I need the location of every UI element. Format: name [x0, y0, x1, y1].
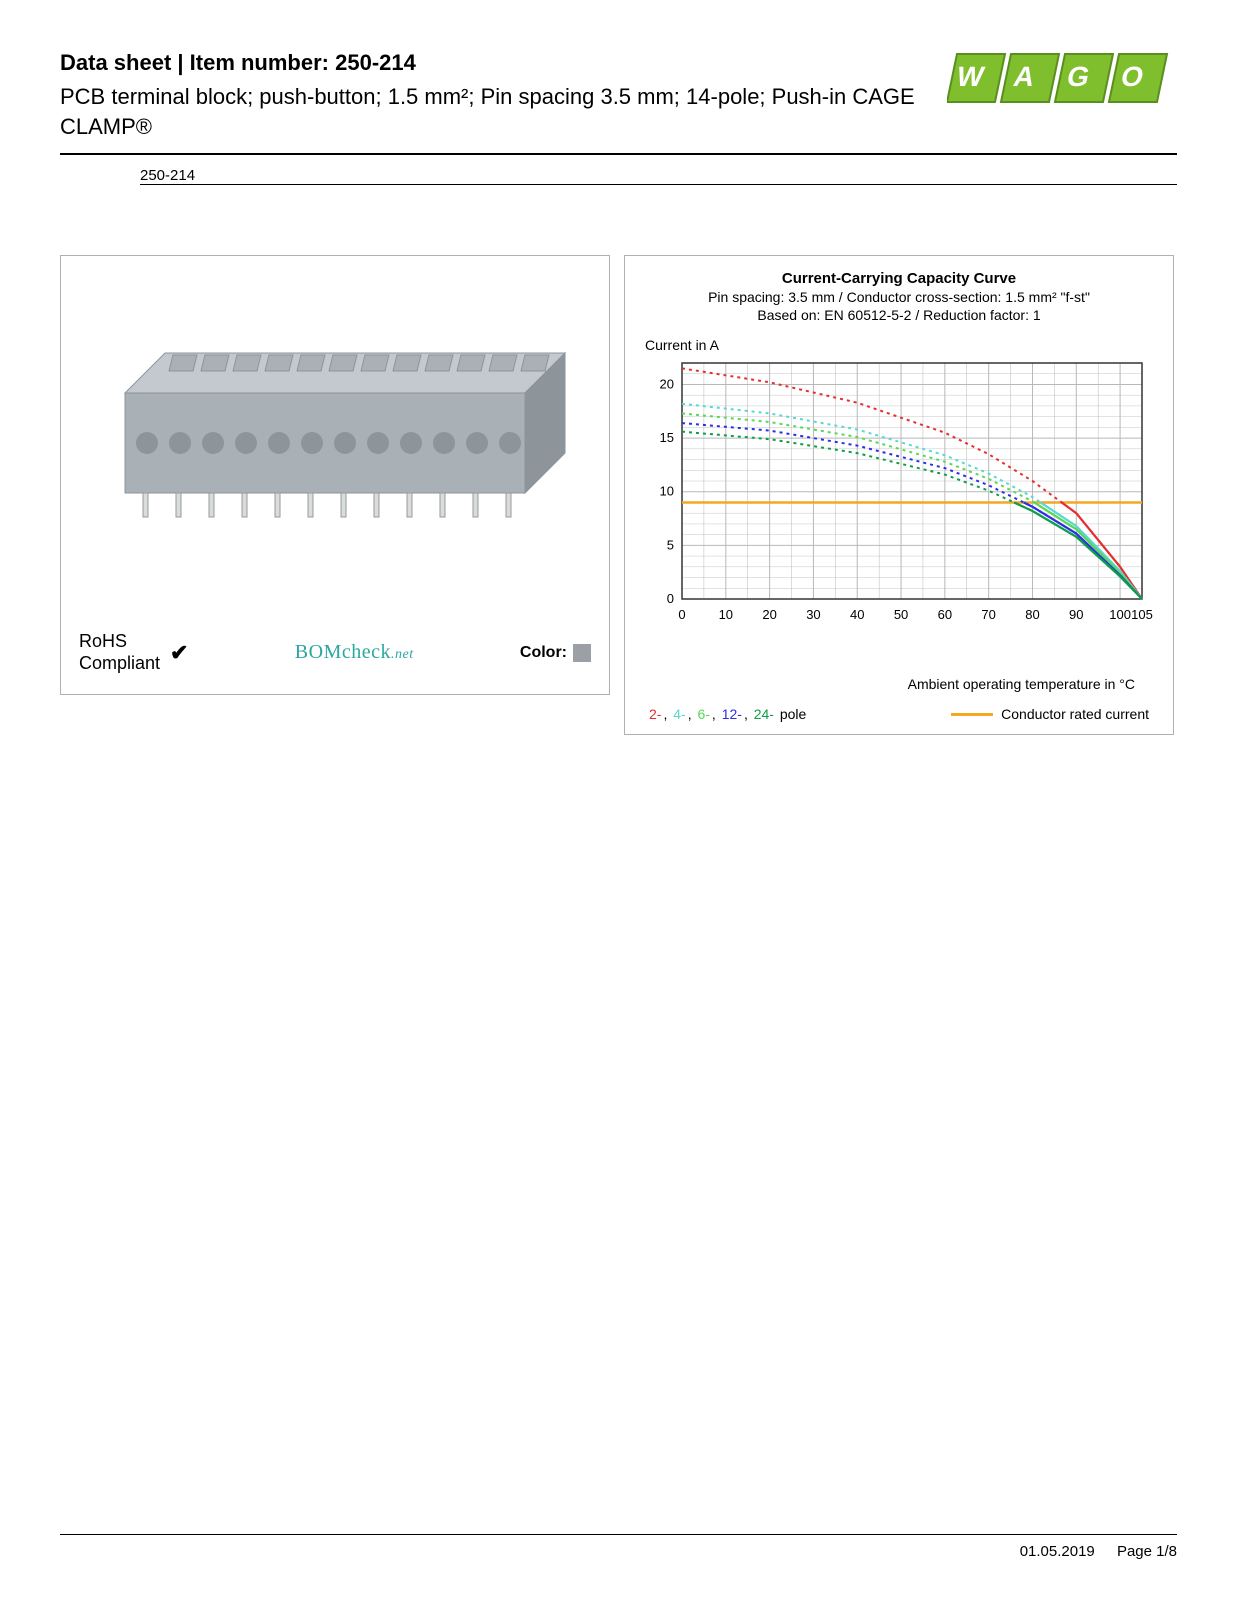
svg-text:0: 0 — [667, 591, 674, 606]
bomcheck-badge: BOMcheck.net — [295, 641, 414, 664]
doc-subtitle: PCB terminal block; push-button; 1.5 mm²… — [60, 82, 927, 141]
legend-pole-6: 6- — [697, 706, 709, 722]
bomcheck-main: BOMcheck — [295, 641, 391, 663]
svg-text:60: 60 — [938, 607, 952, 622]
svg-text:90: 90 — [1069, 607, 1083, 622]
chart-title: Current-Carrying Capacity Curve — [643, 270, 1155, 287]
color-swatch — [573, 644, 591, 662]
legend-pole-4: 4- — [673, 706, 685, 722]
capacity-chart: 0 10 20 30 40 50 60 70 80 90 100105 0 5 10 15 20 — [644, 357, 1154, 627]
bomcheck-suffix: .net — [391, 647, 414, 662]
rohs-line2: Compliant — [79, 653, 160, 675]
rohs-badge: RoHS Compliant ✔ — [79, 631, 188, 674]
svg-text:15: 15 — [660, 430, 674, 445]
product-panel: RoHS Compliant ✔ BOMcheck.net Color: — [60, 255, 610, 695]
legend-poles: 2-, 4-, 6-, 12-, 24- pole — [649, 706, 808, 722]
page-header: Data sheet | Item number: 250-214 PCB te… — [60, 50, 1177, 155]
svg-text:70: 70 — [981, 607, 995, 622]
rohs-line1: RoHS — [79, 631, 160, 653]
svg-text:80: 80 — [1025, 607, 1039, 622]
wago-logo: WAGO — [947, 50, 1177, 113]
chart-ylabel: Current in A — [645, 337, 1155, 353]
svg-text:30: 30 — [806, 607, 820, 622]
chart-subtitle-1: Pin spacing: 3.5 mm / Conductor cross-se… — [643, 289, 1155, 305]
svg-text:20: 20 — [660, 377, 674, 392]
svg-text:10: 10 — [660, 484, 674, 499]
svg-text:0: 0 — [678, 607, 685, 622]
item-number-link[interactable]: 250-214 — [140, 167, 1177, 185]
check-icon: ✔ — [170, 640, 188, 666]
legend-rated-label: Conductor rated current — [1001, 706, 1149, 722]
chart-subtitle-2: Based on: EN 60512-5-2 / Reduction facto… — [643, 307, 1155, 323]
rated-line-icon — [951, 713, 993, 716]
svg-text:10: 10 — [719, 607, 733, 622]
chart-panel: Current-Carrying Capacity Curve Pin spac… — [624, 255, 1174, 735]
color-indicator: Color: — [520, 644, 591, 662]
svg-text:5: 5 — [667, 538, 674, 553]
legend-pole-12: 12- — [722, 706, 742, 722]
footer-date: 01.05.2019 — [1020, 1543, 1095, 1560]
legend-rated: Conductor rated current — [951, 706, 1149, 722]
svg-text:105: 105 — [1131, 607, 1153, 622]
svg-text:50: 50 — [894, 607, 908, 622]
legend-pole-2: 2- — [649, 706, 661, 722]
color-label: Color: — [520, 644, 567, 662]
svg-text:100: 100 — [1109, 607, 1131, 622]
legend-pole-24: 24- — [754, 706, 774, 722]
page-footer: 01.05.2019 Page 1/8 — [60, 1534, 1177, 1560]
chart-legend: 2-, 4-, 6-, 12-, 24- pole Conductor rate… — [643, 706, 1155, 722]
chart-xlabel: Ambient operating temperature in °C — [643, 676, 1155, 692]
svg-text:20: 20 — [762, 607, 776, 622]
doc-title: Data sheet | Item number: 250-214 — [60, 50, 927, 76]
svg-text:40: 40 — [850, 607, 864, 622]
product-image — [73, 268, 597, 627]
footer-page: Page 1/8 — [1117, 1543, 1177, 1560]
